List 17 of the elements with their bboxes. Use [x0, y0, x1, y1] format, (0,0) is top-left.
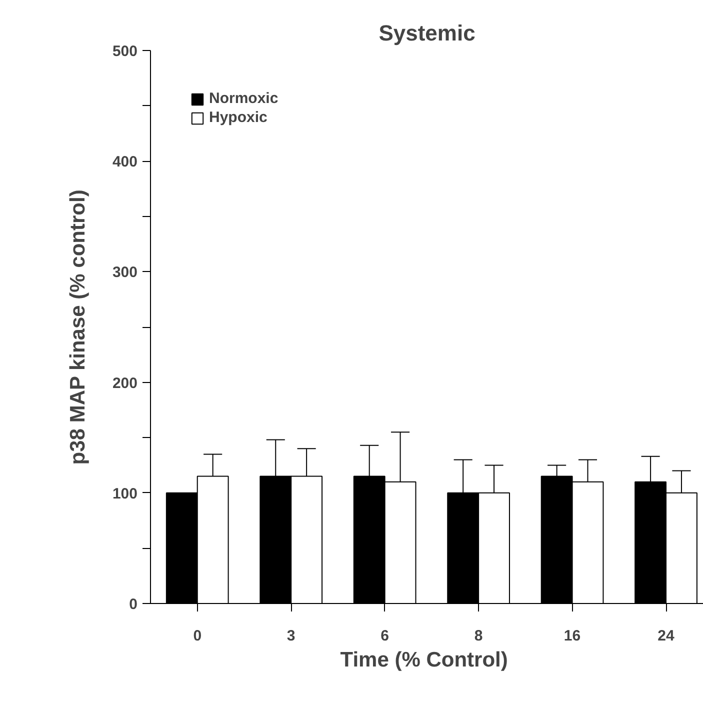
- legend-label: Normoxic: [209, 90, 278, 107]
- y-tick-label: 0: [129, 596, 138, 613]
- y-tick-label: 400: [112, 154, 138, 171]
- x-tick-label: 3: [286, 628, 296, 644]
- x-tick-label: 8: [474, 628, 483, 644]
- x-tick-label: 16: [564, 628, 581, 644]
- y-axis-title: p38 MAP kinase (% control): [66, 190, 90, 465]
- y-tick-label: 100: [112, 485, 138, 502]
- x-tick-label: 0: [193, 628, 202, 644]
- x-tick-label: 6: [380, 628, 389, 644]
- y-tick-label: 500: [112, 43, 138, 60]
- chart-title: Systemic: [378, 20, 476, 46]
- y-tick-label: 300: [112, 264, 138, 282]
- legend-label: Hypoxic: [209, 109, 268, 126]
- y-tick-label: 200: [112, 374, 138, 392]
- x-axis-title: Time (% Control): [340, 648, 508, 672]
- x-tick-label: 24: [658, 628, 676, 644]
